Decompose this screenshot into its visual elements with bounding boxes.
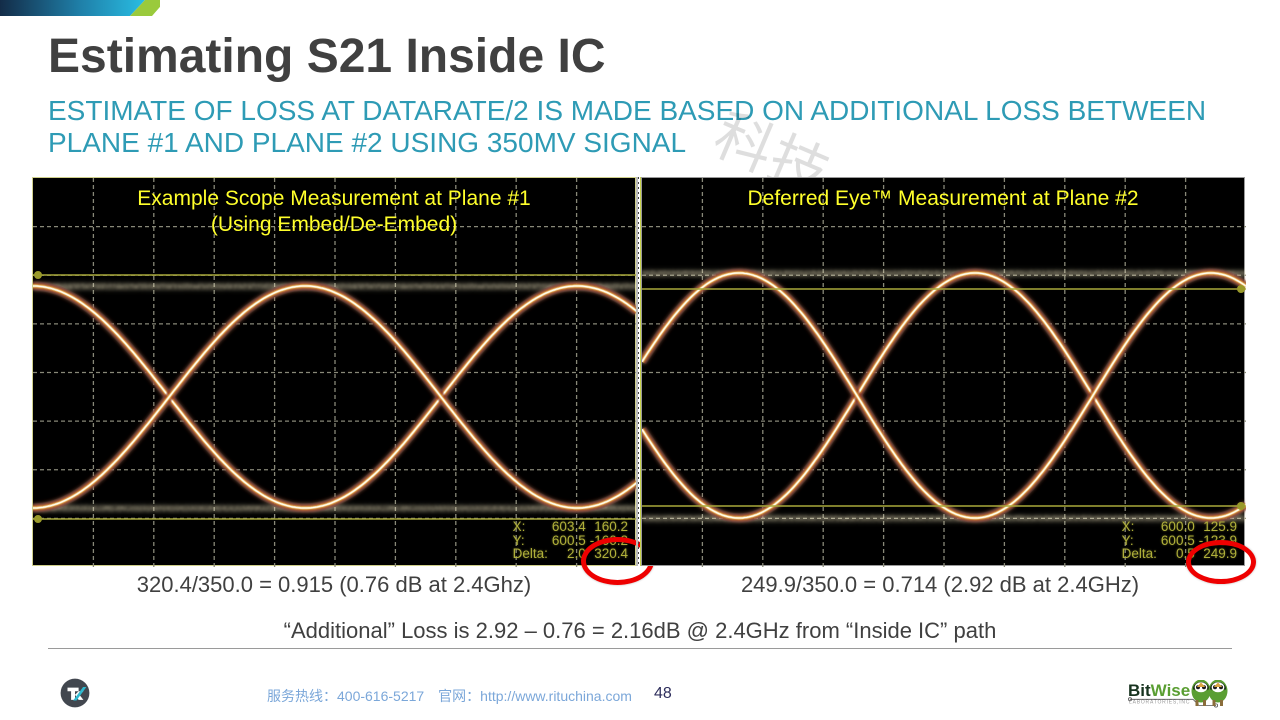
svg-text:LABORATORIES,INC: LABORATORIES,INC [1129, 700, 1190, 706]
svg-text:BitWise: BitWise [1128, 681, 1190, 700]
